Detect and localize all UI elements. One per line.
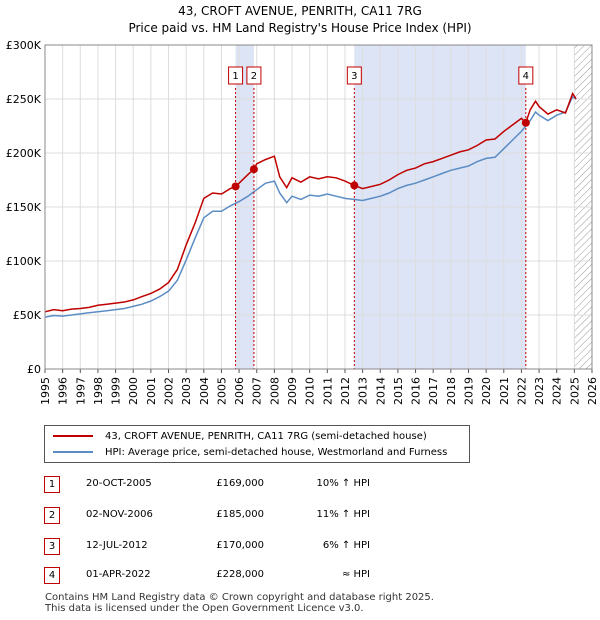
x-tick-label: 2017 bbox=[427, 377, 440, 405]
legend-item-property: 43, CROFT AVENUE, PENRITH, CA11 7RG (sem… bbox=[53, 428, 427, 444]
transaction-date: 12-JUL-2012 bbox=[86, 540, 148, 551]
x-tick-label: 2021 bbox=[498, 377, 511, 405]
transaction-date: 02-NOV-2006 bbox=[86, 509, 153, 520]
transaction-hpi: 11% ↑ HPI bbox=[316, 509, 370, 520]
x-tick-label: 1996 bbox=[57, 377, 70, 405]
x-tick-label: 2006 bbox=[233, 377, 246, 405]
hpi-series-line bbox=[44, 95, 577, 318]
x-tick-label: 2022 bbox=[515, 377, 528, 405]
transaction-row: 4 01-APR-2022 £228,000 ≈ HPI bbox=[0, 567, 600, 585]
transaction-date: 01-APR-2022 bbox=[86, 569, 151, 580]
transaction-date: 20-OCT-2005 bbox=[86, 478, 152, 489]
x-tick-label: 2004 bbox=[198, 377, 211, 405]
transaction-number: 2 bbox=[44, 507, 60, 524]
transaction-label-box bbox=[346, 66, 362, 85]
legend-swatch-property bbox=[53, 435, 93, 437]
transaction-price: £170,000 bbox=[216, 540, 264, 551]
transaction-label: 2 bbox=[251, 71, 257, 82]
y-tick-label: £300K bbox=[6, 39, 42, 52]
footer-licence: This data is licensed under the Open Gov… bbox=[45, 603, 364, 614]
x-tick-label: 2014 bbox=[374, 377, 387, 405]
transaction-hpi: 6% ↑ HPI bbox=[322, 540, 370, 551]
legend-item-hpi: HPI: Average price, semi-detached house,… bbox=[53, 444, 447, 460]
y-tick-label: £200K bbox=[6, 147, 42, 160]
legend-label-hpi: HPI: Average price, semi-detached house,… bbox=[105, 446, 448, 458]
transaction-row: 2 02-NOV-2006 £185,000 11% ↑ HPI bbox=[0, 507, 600, 525]
x-tick-label: 2025 bbox=[568, 377, 581, 405]
x-tick-label: 2000 bbox=[127, 377, 140, 405]
x-tick-label: 2013 bbox=[357, 377, 370, 405]
transaction-hpi: 10% ↑ HPI bbox=[316, 478, 370, 489]
transaction-row: 3 12-JUL-2012 £170,000 6% ↑ HPI bbox=[0, 538, 600, 556]
x-tick-label: 2016 bbox=[410, 377, 423, 405]
x-tick-label: 2018 bbox=[445, 377, 458, 405]
legend-swatch-hpi bbox=[53, 451, 93, 453]
x-tick-label: 2024 bbox=[551, 377, 564, 405]
x-tick-label: 2012 bbox=[339, 377, 352, 405]
chart-subtitle: Price paid vs. HM Land Registry's House … bbox=[128, 21, 472, 35]
transaction-point bbox=[231, 182, 240, 191]
transaction-label: 3 bbox=[351, 71, 357, 82]
transaction-number: 1 bbox=[44, 476, 60, 493]
transaction-label-box bbox=[518, 66, 534, 85]
x-tick-label: 2026 bbox=[586, 377, 599, 405]
y-tick-label: £150K bbox=[6, 201, 42, 214]
x-tick-label: 1998 bbox=[92, 377, 105, 405]
transaction-number: 4 bbox=[44, 567, 60, 584]
x-tick-label: 2003 bbox=[180, 377, 193, 405]
transaction-price: £228,000 bbox=[216, 569, 264, 580]
x-tick-label: 2005 bbox=[215, 377, 228, 405]
x-tick-label: 2010 bbox=[304, 377, 317, 405]
legend-label-property: 43, CROFT AVENUE, PENRITH, CA11 7RG (sem… bbox=[105, 430, 427, 442]
x-tick-label: 2015 bbox=[392, 377, 405, 405]
x-tick-label: 1999 bbox=[110, 377, 123, 405]
footer: Contains HM Land Registry data © Crown c… bbox=[45, 592, 434, 614]
x-tick-label: 1995 bbox=[39, 377, 52, 405]
y-tick-label: £100K bbox=[6, 255, 42, 268]
transaction-label-box bbox=[228, 66, 244, 85]
y-tick-label: £250K bbox=[6, 93, 42, 106]
property-series-line bbox=[44, 91, 577, 313]
y-tick-label: £50K bbox=[13, 309, 42, 322]
transaction-row: 1 20-OCT-2005 £169,000 10% ↑ HPI bbox=[0, 476, 600, 494]
x-tick-label: 2008 bbox=[268, 377, 281, 405]
y-tick-label: £0 bbox=[27, 363, 41, 376]
price-chart: 1 2 3 4 £0 £50K £100K £150K £200K £250K £300K 1995… bbox=[6, 39, 599, 405]
x-tick-label: 2002 bbox=[163, 377, 176, 405]
x-tick-label: 2001 bbox=[145, 377, 158, 405]
transaction-number: 3 bbox=[44, 538, 60, 555]
footer-copyright: Contains HM Land Registry data © Crown c… bbox=[45, 592, 434, 603]
x-tick-label: 2009 bbox=[286, 377, 299, 405]
plot-border bbox=[44, 44, 593, 370]
transaction-price: £169,000 bbox=[216, 478, 264, 489]
transaction-point bbox=[521, 118, 530, 127]
x-tick-label: 2007 bbox=[251, 377, 264, 405]
x-tick-label: 2020 bbox=[480, 377, 493, 405]
transaction-hpi: ≈ HPI bbox=[341, 569, 370, 580]
x-tick-label: 1997 bbox=[74, 377, 87, 405]
x-tick-label: 2019 bbox=[462, 377, 475, 405]
x-tick-label: 2011 bbox=[321, 377, 334, 405]
transaction-price: £185,000 bbox=[216, 509, 264, 520]
transaction-label-box bbox=[246, 66, 262, 85]
transaction-label: 1 bbox=[232, 71, 238, 82]
transaction-label: 4 bbox=[523, 71, 529, 82]
x-tick-label: 2023 bbox=[533, 377, 546, 405]
transaction-point bbox=[249, 165, 258, 174]
legend: 43, CROFT AVENUE, PENRITH, CA11 7RG (sem… bbox=[44, 425, 470, 463]
chart-title: 43, CROFT AVENUE, PENRITH, CA11 7RG bbox=[178, 4, 422, 18]
transaction-point bbox=[350, 181, 359, 190]
